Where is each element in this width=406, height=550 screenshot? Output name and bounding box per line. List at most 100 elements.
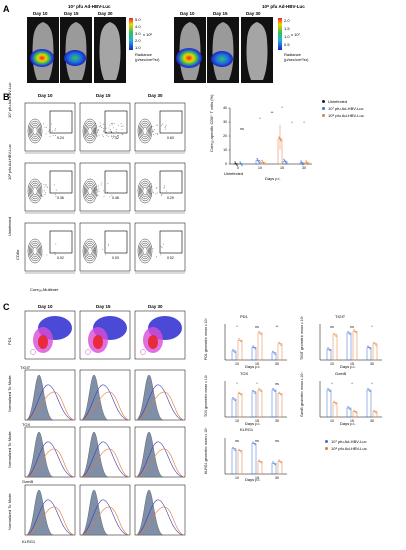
scale2-tick-1: 1.5 — [284, 26, 290, 31]
flow-event-dot — [107, 135, 109, 137]
c-chart-point — [280, 394, 282, 396]
c-chart-point — [329, 390, 331, 392]
flow-contour — [28, 120, 42, 142]
flow-event-dot — [165, 124, 167, 126]
flow-event-dot — [40, 194, 42, 196]
c-chart-xtick-label: 10 — [330, 419, 334, 423]
flow-event-dot — [97, 135, 99, 137]
c-chart-point — [354, 330, 356, 332]
b-chart-point — [240, 163, 242, 165]
c-chart-pd1-xlabel: Days p.i. — [245, 364, 261, 369]
c-chart-sig: * — [236, 325, 238, 329]
flow-event-dot — [94, 187, 96, 188]
b-row-high: 10⁸ pfu Ad-HBV-Luc — [7, 144, 12, 180]
c-chart-bar — [251, 391, 257, 418]
c-chart-klrg1-title: KLRG1 — [240, 427, 254, 432]
flow-event-dot — [105, 127, 107, 129]
flow-contour — [31, 184, 39, 198]
flow-contour — [141, 124, 149, 138]
flow-event-dot — [153, 130, 154, 132]
flow-event-dot — [115, 131, 117, 132]
c-chart-xtick-label: 30 — [370, 419, 374, 423]
c-chart-bar — [277, 461, 283, 475]
b-chart-point — [284, 160, 286, 162]
b-chart-point — [302, 164, 304, 166]
flow-gate-value: 0.29 — [167, 196, 174, 200]
c-chart-xtick-label: 15 — [350, 362, 354, 366]
b-chart-xlabel: Days p.i. — [265, 176, 281, 181]
c-chart-point — [254, 348, 256, 350]
flow-event-dot — [108, 127, 110, 129]
c-chart-point — [280, 344, 282, 346]
b-chart-ytick-label: 0 — [225, 162, 227, 166]
flow-contour — [137, 178, 153, 204]
flow-event-dot — [161, 194, 163, 195]
c-chart-point — [367, 345, 369, 347]
c-chart-point — [252, 345, 254, 347]
scale2-tick-2: 1.0 — [284, 34, 290, 39]
mouse-high-day30 — [241, 17, 273, 83]
flow-event-dot — [44, 194, 46, 195]
flow-contour — [138, 180, 152, 202]
a-day-15-low: Day 15 — [64, 11, 79, 16]
flow-event-dot — [110, 129, 111, 130]
flow-event-dot — [166, 190, 168, 192]
c-chart-point — [369, 348, 371, 350]
c-chart-pd1-title: PD1 — [240, 314, 248, 319]
flow-event-dot — [149, 196, 151, 198]
scale1-unit: Radiance — [135, 52, 152, 57]
flow-event-dot — [163, 185, 165, 187]
c-chart-point — [274, 353, 276, 355]
c-chart-point — [273, 462, 275, 464]
flow-gate-value: 0.24 — [57, 136, 64, 140]
a-day-10-high: Day 10 — [180, 11, 195, 16]
tsne-outlier — [85, 349, 91, 355]
flow-event-dot — [102, 248, 104, 250]
b-row-low: 10⁷ pfu Ad-HBV-Luc — [7, 82, 12, 118]
scale2-unit2: (p/sec/cm²/sr) — [284, 57, 309, 62]
flow-gate — [159, 110, 183, 134]
flow-event-dot — [151, 183, 153, 185]
flow-event-dot — [103, 127, 104, 129]
flow-event-dot — [94, 247, 96, 249]
flow-contour — [87, 246, 93, 256]
panel-a-group-low: 10⁷ pfu Ad-HBV-Luc — [68, 4, 111, 9]
b-chart-point — [261, 159, 263, 162]
c-chart-bar — [326, 389, 332, 418]
flow-event-dot — [103, 196, 105, 197]
c-chart-point — [233, 398, 235, 400]
flow-event-dot — [98, 191, 100, 192]
b-chart-point — [257, 159, 259, 161]
c-chart-bar — [271, 389, 277, 418]
c-chart-point — [349, 408, 351, 410]
c-chart-xtick-label: 15 — [255, 362, 259, 366]
c-legend: 10⁷ pfu Ad-HBV-Luc 10⁸ pfu Ad-HBV-Luc — [325, 440, 367, 451]
flow-event-dot — [152, 126, 154, 127]
c-chart-xtick-label: 10 — [235, 419, 239, 423]
histogram-low — [80, 441, 129, 478]
flow-event-dot — [98, 129, 100, 131]
flow-event-dot — [154, 128, 155, 130]
flow-contour — [137, 238, 153, 264]
c-chart-tigit-xlabel: Days p.i. — [340, 364, 356, 369]
c-chart-tigit-title: TIGIT — [335, 314, 346, 319]
flow-contour — [140, 242, 150, 260]
flow-event-dot — [161, 124, 162, 126]
flow-contour — [86, 244, 94, 258]
flow-contour — [32, 186, 38, 196]
b-legend-high: 10⁸ pfu Ad-HBV-Luc — [328, 113, 364, 118]
flow-event-dot — [52, 134, 54, 136]
b-chart-ytick-label: 40 — [223, 106, 227, 110]
histogram-high — [25, 391, 75, 421]
flow-event-dot — [151, 186, 153, 188]
flow-event-dot — [103, 130, 105, 132]
tsne-cluster-red — [93, 335, 103, 349]
flow-event-dot — [45, 126, 47, 128]
flow-event-dot — [55, 243, 57, 245]
c-chart-point — [238, 448, 240, 450]
c-chart-point — [252, 441, 254, 443]
histogram-high — [25, 448, 75, 478]
c-chart-bar — [257, 461, 263, 475]
flow-contour — [32, 126, 38, 136]
flow-gate-value: 0.36 — [57, 196, 64, 200]
